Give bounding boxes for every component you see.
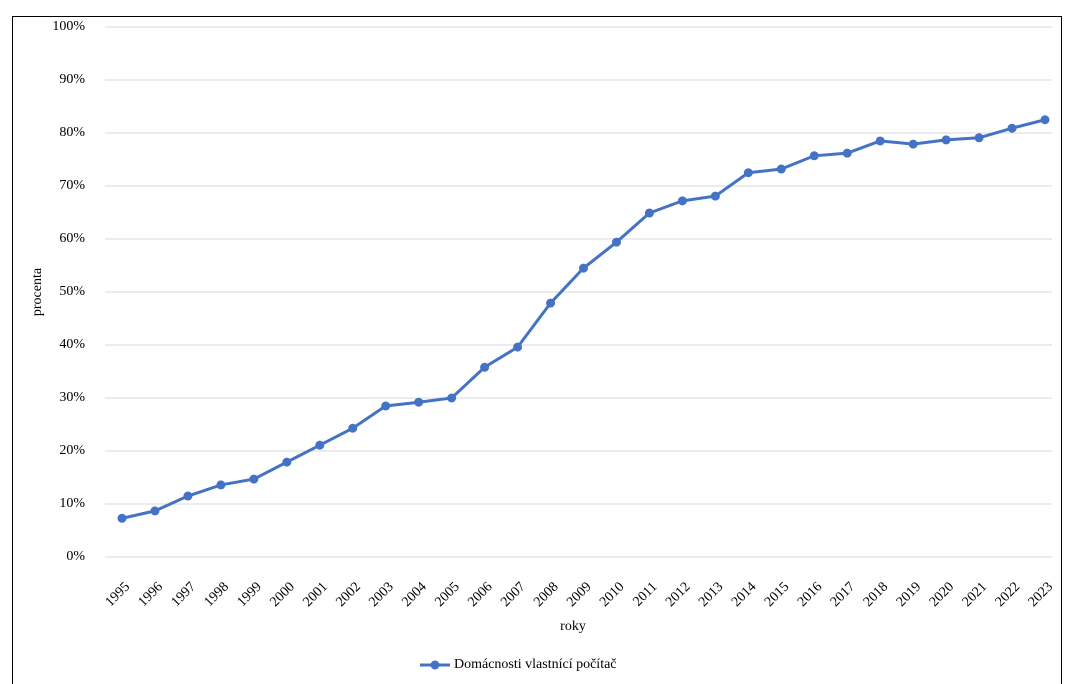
y-tick-label: 50% (59, 284, 85, 299)
chart-frame (12, 16, 1062, 684)
data-point (249, 474, 259, 484)
data-point (908, 139, 918, 149)
data-point (414, 397, 424, 407)
data-point (315, 440, 325, 450)
data-point (743, 168, 753, 178)
data-point (513, 342, 523, 352)
data-point (183, 491, 193, 501)
y-tick-label: 20% (59, 443, 85, 458)
data-point (875, 136, 885, 146)
data-point (842, 148, 852, 158)
data-point (117, 513, 127, 523)
data-point (644, 208, 654, 218)
y-tick-label: 70% (59, 178, 85, 193)
y-tick-label: 100% (52, 19, 85, 34)
data-point (150, 506, 160, 516)
y-tick-label: 90% (59, 72, 85, 87)
data-point (809, 151, 819, 161)
y-tick-label: 30% (59, 390, 85, 405)
data-point (579, 263, 588, 273)
data-point (776, 164, 786, 174)
data-point (710, 191, 720, 201)
y-tick-label: 0% (66, 549, 85, 564)
data-point (1040, 115, 1050, 125)
data-point (381, 401, 391, 411)
data-point (611, 237, 621, 247)
data-point (480, 362, 490, 372)
data-point (941, 135, 951, 145)
data-point (282, 457, 292, 467)
legend-label: Domácnosti vlastnící počítač (454, 657, 617, 672)
y-tick-label: 10% (59, 496, 85, 511)
data-point (216, 480, 226, 490)
y-axis-label: procenta (30, 267, 45, 316)
x-axis-label: roky (560, 619, 586, 634)
y-tick-label: 60% (59, 231, 85, 246)
legend-marker (430, 660, 440, 670)
data-point (1007, 123, 1017, 133)
data-point (447, 393, 457, 403)
data-point (677, 196, 687, 206)
y-tick-label: 80% (59, 125, 85, 140)
data-point (546, 298, 556, 308)
data-point (348, 423, 358, 433)
data-point (974, 133, 984, 143)
y-tick-label: 40% (59, 337, 85, 352)
